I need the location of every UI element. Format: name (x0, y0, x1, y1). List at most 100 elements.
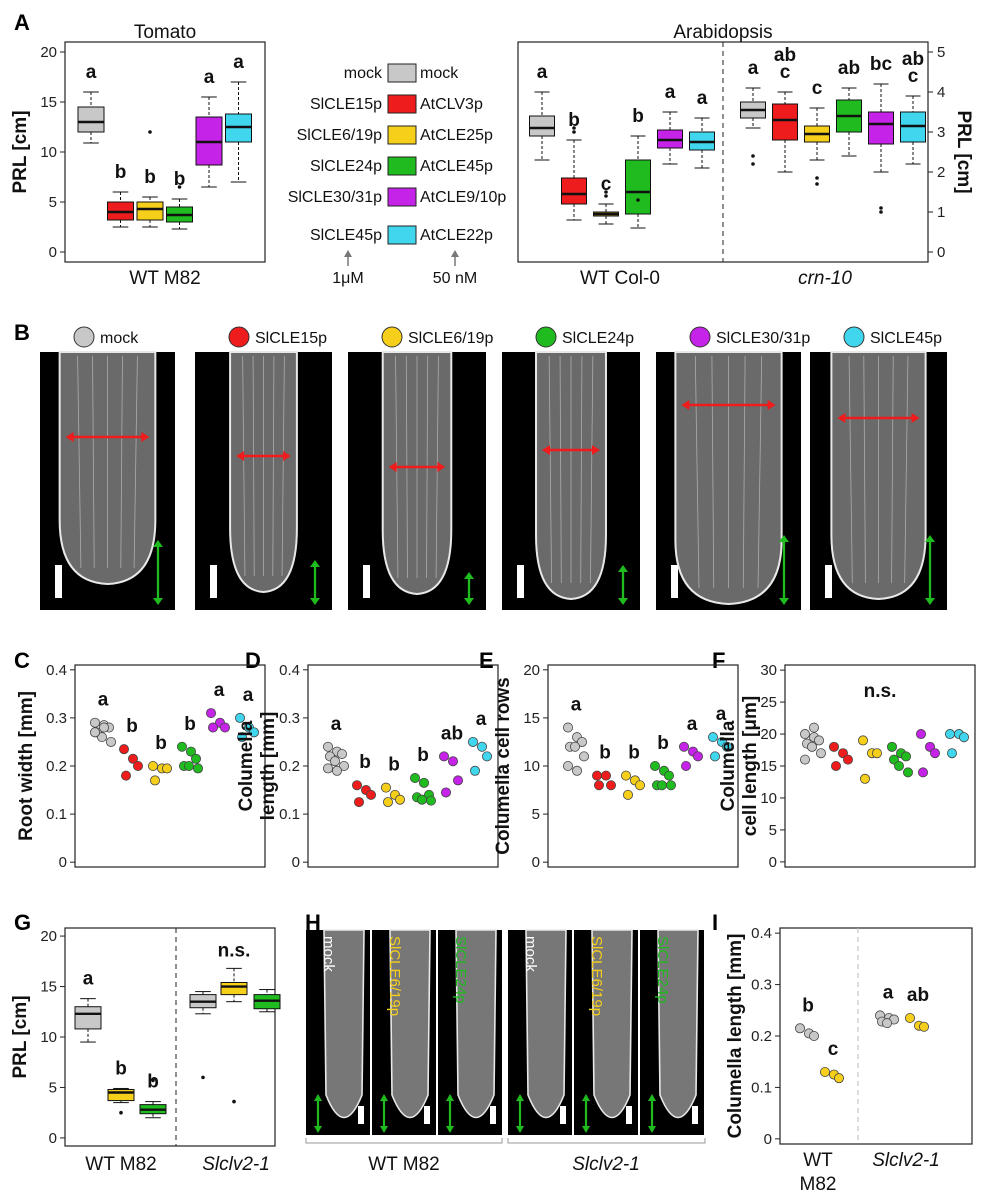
D-y-tick-label: 0.3 (279, 710, 300, 727)
arab-crn-box-sig-3: ab (838, 58, 860, 79)
arab-y-tick-label: 0 (937, 244, 945, 261)
I-point-3 (905, 1013, 916, 1024)
width-arrow-head (767, 400, 776, 410)
panel-b-label-2: SlCLE6/19p (408, 330, 493, 347)
scale-bar-4 (671, 565, 678, 598)
C-sig-4: a (214, 680, 225, 701)
E-point-4 (679, 741, 690, 752)
F-point-0 (800, 754, 811, 765)
H-columella-arrow-head (380, 1094, 388, 1101)
E-point-3 (666, 780, 677, 791)
D-point-4 (447, 756, 458, 767)
H-label-5: SlCLE24p (654, 936, 671, 1004)
D-point-5 (467, 736, 478, 747)
H-scale-bar-1 (424, 1106, 430, 1124)
root-cell-file (548, 355, 552, 584)
C-point-3 (190, 753, 201, 764)
E-point-0 (563, 722, 574, 733)
root-cell-file (133, 355, 138, 569)
H-group-wt: WT M82 (368, 1154, 439, 1175)
tomato-sig-1: b (115, 162, 127, 183)
E-y-tick-label: 10 (523, 758, 540, 775)
I-group-wt-2: M82 (800, 1174, 837, 1195)
legend-arab-0: mock (420, 65, 459, 82)
D-point-1 (351, 780, 362, 791)
arab-crn-box-sig-1: c (780, 62, 791, 83)
G-box-3-outlier (201, 1075, 205, 1080)
C-point-3 (183, 761, 194, 772)
I-point-3 (919, 1021, 930, 1032)
root-cell-file (891, 355, 894, 584)
arab-y-tick-label: 3 (937, 124, 945, 141)
F-y-label-2: cell length [μm] (740, 696, 761, 836)
C-point-0 (97, 732, 108, 743)
width-arrow-head (591, 445, 600, 455)
I-y-tick-label: 0 (764, 1131, 772, 1148)
D-sig-5: a (476, 709, 487, 730)
G-y-tick-label: 5 (49, 1079, 57, 1096)
D-point-0 (331, 765, 342, 776)
H-bracket-wt (305, 1138, 503, 1144)
root-cell-file (281, 355, 285, 577)
F-point-4 (916, 729, 927, 740)
C-point-0 (90, 717, 101, 728)
scale-bar-1 (210, 565, 217, 598)
D-sig-1: b (359, 752, 371, 773)
I-sig-1: c (828, 1039, 839, 1060)
tomato-group-label: WT M82 (129, 268, 200, 289)
H-columella-arrow-head (582, 1126, 590, 1133)
arab-wt-box-2-outlier (604, 194, 608, 198)
E-point-5 (710, 751, 721, 762)
E-point-0 (577, 736, 588, 747)
root-cell-file (120, 355, 123, 569)
C-point-1 (127, 753, 138, 764)
H-label-0: mock (320, 936, 337, 972)
H-bracket-mut (507, 1138, 706, 1144)
width-arrow-head (282, 451, 291, 461)
columella-arrow-head (310, 560, 320, 567)
E-y-tick-label: 20 (523, 662, 540, 679)
H-root-shape-4 (591, 929, 633, 1119)
I-point-2 (882, 1018, 893, 1029)
scale-bar-0 (55, 565, 62, 598)
F-point-2 (858, 735, 869, 746)
E-y-tick-label: 0 (532, 854, 540, 871)
F-point-2 (860, 773, 871, 784)
F-point-2 (872, 748, 883, 759)
E-point-2 (621, 770, 632, 781)
legend-arab-5: AtCLE22p (420, 227, 493, 244)
H-columella-arrow-head (446, 1126, 454, 1133)
I-point-1 (834, 1073, 845, 1084)
F-point-0 (814, 735, 825, 746)
tomato-title: Tomato (134, 22, 196, 43)
C-point-0 (106, 736, 117, 747)
I-group-wt-1: WT (803, 1150, 833, 1171)
columella-arrow-head (310, 598, 320, 605)
scale-bar-5 (825, 565, 832, 598)
legend-arab-1: AtCLV3p (420, 96, 483, 113)
tomato-sig-0: a (86, 62, 97, 83)
conc-tomato: 1μM (332, 270, 363, 287)
panel-letter-F: F (712, 648, 725, 673)
I-y-tick-label: 0.2 (751, 1028, 772, 1045)
panel-b-label-4: SlCLE30/31p (716, 330, 810, 347)
F-point-1 (831, 761, 842, 772)
C-point-1 (132, 761, 143, 772)
G-box-0 (74, 1006, 102, 1030)
legend-swatch-1 (387, 94, 417, 114)
panel-letter-G: G (14, 910, 31, 935)
F-y-tick-label: 25 (760, 694, 777, 711)
G-box-2-outlier (151, 1078, 155, 1083)
arab-wt-box-sig-0: a (537, 62, 548, 83)
I-y-tick-label: 0.4 (751, 925, 772, 942)
tomato-sig-2: b (144, 167, 156, 188)
width-arrow-head (236, 451, 245, 461)
H-scale-bar-5 (692, 1106, 698, 1124)
legend-tomato-3: SlCLE24p (310, 158, 382, 175)
F-point-3 (903, 767, 914, 778)
C-y-tick-label: 0.2 (46, 758, 67, 775)
tomato-y-tick-label: 0 (49, 244, 57, 261)
root-cell-file (863, 355, 866, 584)
E-y-tick-label: 5 (532, 806, 540, 823)
